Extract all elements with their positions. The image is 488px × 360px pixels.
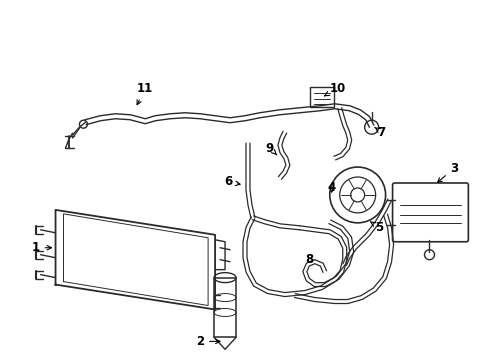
Text: 3: 3 <box>437 162 458 183</box>
Text: 9: 9 <box>265 141 276 155</box>
Text: 11: 11 <box>137 82 153 105</box>
Text: 4: 4 <box>327 181 335 194</box>
Text: 10: 10 <box>324 82 345 96</box>
Text: 8: 8 <box>305 253 313 266</box>
Bar <box>214 278 236 337</box>
Text: 5: 5 <box>369 221 383 234</box>
Text: 1: 1 <box>31 241 51 254</box>
Bar <box>309 87 333 107</box>
Text: 2: 2 <box>196 335 220 348</box>
Text: 7: 7 <box>374 126 385 139</box>
Text: 6: 6 <box>224 175 240 189</box>
